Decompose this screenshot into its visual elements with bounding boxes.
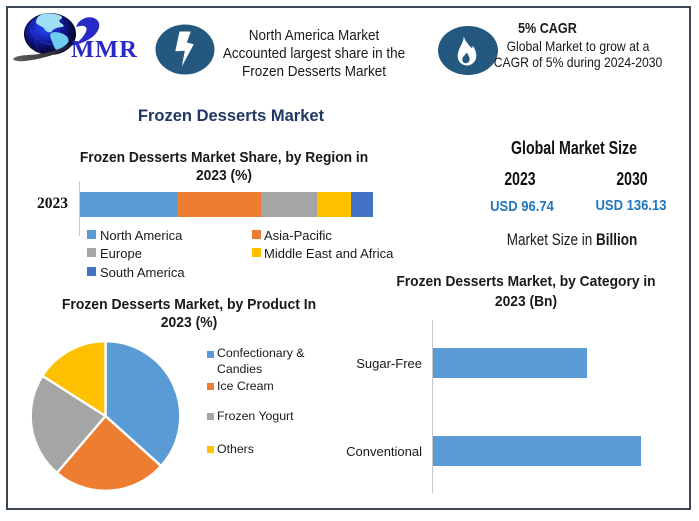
- svg-text:MMR: MMR: [71, 36, 137, 63]
